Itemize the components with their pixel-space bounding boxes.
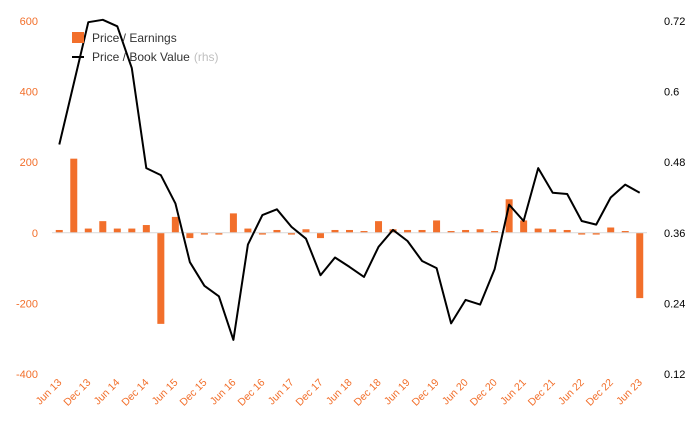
x-tick-label: Jun 15: [150, 377, 181, 408]
x-tick-label: Dec 16: [236, 377, 268, 409]
legend-line-suffix: (rhs): [193, 49, 219, 64]
y-left-tick-label: 200: [20, 157, 38, 169]
bar-mar-14: [99, 221, 107, 233]
bar-dec-19: [433, 220, 441, 233]
bar-mar-15: [157, 232, 165, 324]
bar-sep-21: [534, 228, 542, 233]
legend-bar-swatch: [72, 32, 84, 43]
bar-sep-16: [244, 228, 252, 233]
bar-jun-14: [113, 228, 121, 233]
bar-jun-18: [346, 229, 353, 233]
legend: Price / Earnings Price / Book Value (rhs…: [72, 28, 219, 66]
x-tick-label: Dec 21: [526, 377, 558, 409]
bar-dec-22: [607, 227, 615, 233]
bar-sep-18: [360, 231, 368, 233]
bar-mar-23: [621, 231, 629, 233]
bar-dec-15: [200, 232, 208, 235]
bar-sep-14: [128, 228, 136, 233]
bar-jun-16: [229, 213, 237, 233]
x-tick-label: Jun 16: [208, 377, 239, 408]
x-tick-label: Jun 23: [614, 377, 645, 408]
x-tick-label: Jun 18: [324, 377, 355, 408]
x-tick-label: Jun 22: [556, 377, 587, 408]
y-left-tick-label: -200: [16, 298, 38, 310]
bar-mar-17: [273, 229, 281, 233]
y-right-tick-label: 0.36: [664, 228, 685, 240]
bar-dec-20: [491, 231, 499, 233]
bar-sep-22: [592, 232, 600, 235]
x-tick-label: Jun 14: [92, 377, 123, 408]
y-right-tick-label: 0.24: [664, 298, 685, 310]
y-left-tick-label: 600: [20, 16, 38, 28]
bar-jun-17: [287, 232, 295, 235]
x-tick-label: Dec 14: [119, 377, 151, 409]
legend-line-label: Price / Book Value: [92, 49, 190, 64]
bar-dec-21: [549, 229, 557, 233]
bar-dec-16: [258, 232, 266, 235]
bar-mar-22: [563, 229, 571, 233]
x-tick-label: Dec 22: [584, 377, 616, 409]
bar-mar-16: [215, 232, 223, 235]
x-tick-label: Dec 20: [468, 377, 500, 409]
bar-sep-19: [418, 229, 426, 233]
bar-jun-19: [404, 229, 412, 233]
y-right-tick-label: 0.6: [664, 87, 679, 99]
y-left-tick-label: -400: [16, 369, 38, 381]
legend-item-bar: Price / Earnings: [72, 28, 219, 47]
bar-jun-20: [462, 229, 470, 233]
bar-dec-14: [142, 225, 150, 233]
bar-mar-18: [331, 229, 339, 233]
legend-line-swatch: [72, 55, 84, 58]
legend-item-line: Price / Book Value (rhs): [72, 47, 219, 66]
bar-sep-13: [70, 158, 78, 233]
y-right-tick-label: 0.12: [664, 369, 685, 381]
y-right-axis: 0.12 0.24 0.36 0.48 0.6 0.72: [664, 16, 685, 381]
y-right-tick-label: 0.48: [664, 157, 685, 169]
bar-sep-15: [186, 232, 194, 239]
x-tick-label: Jun 20: [440, 377, 471, 408]
y-left-tick-label: 400: [20, 87, 38, 99]
bar-jun-23: [636, 232, 644, 299]
x-tick-label: Dec 19: [410, 377, 442, 409]
legend-bar-label: Price / Earnings: [92, 30, 177, 45]
bar-jun-15: [171, 216, 179, 233]
x-tick-label: Jun 21: [498, 377, 529, 408]
bar-sep-20: [476, 229, 484, 233]
x-tick-label: Dec 18: [352, 377, 384, 409]
bar-dec-13: [84, 228, 92, 233]
bars-layer: [55, 158, 644, 324]
bar-sep-17: [302, 229, 310, 233]
x-tick-label: Jun 13: [34, 377, 65, 408]
x-tick-label: Dec 13: [61, 377, 93, 409]
y-right-tick-label: 0.72: [664, 16, 685, 28]
bar-dec-18: [375, 221, 383, 233]
bar-dec-17: [316, 232, 324, 239]
x-tick-label: Jun 17: [266, 377, 297, 408]
price-book-value-line: [58, 18, 641, 341]
x-tick-label: Dec 17: [294, 377, 326, 409]
bar-jun-13: [55, 229, 63, 233]
bar-mar-21: [505, 199, 513, 233]
bar-mar-20: [447, 231, 455, 233]
bar-jun-21: [520, 220, 528, 233]
y-left-axis: -400 -200 0 200 400 600: [16, 16, 38, 381]
y-left-tick-label: 0: [32, 228, 38, 240]
x-tick-label: Jun 19: [382, 377, 413, 408]
bar-jun-22: [578, 232, 586, 235]
line-layer: [58, 18, 641, 341]
x-tick-label: Dec 15: [177, 377, 209, 409]
